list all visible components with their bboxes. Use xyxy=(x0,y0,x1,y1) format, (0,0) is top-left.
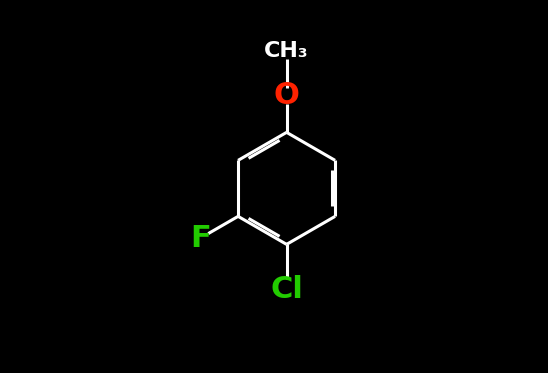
Text: O: O xyxy=(273,81,300,110)
Text: F: F xyxy=(190,224,210,253)
Text: Cl: Cl xyxy=(270,275,303,304)
Text: CH₃: CH₃ xyxy=(264,41,309,61)
